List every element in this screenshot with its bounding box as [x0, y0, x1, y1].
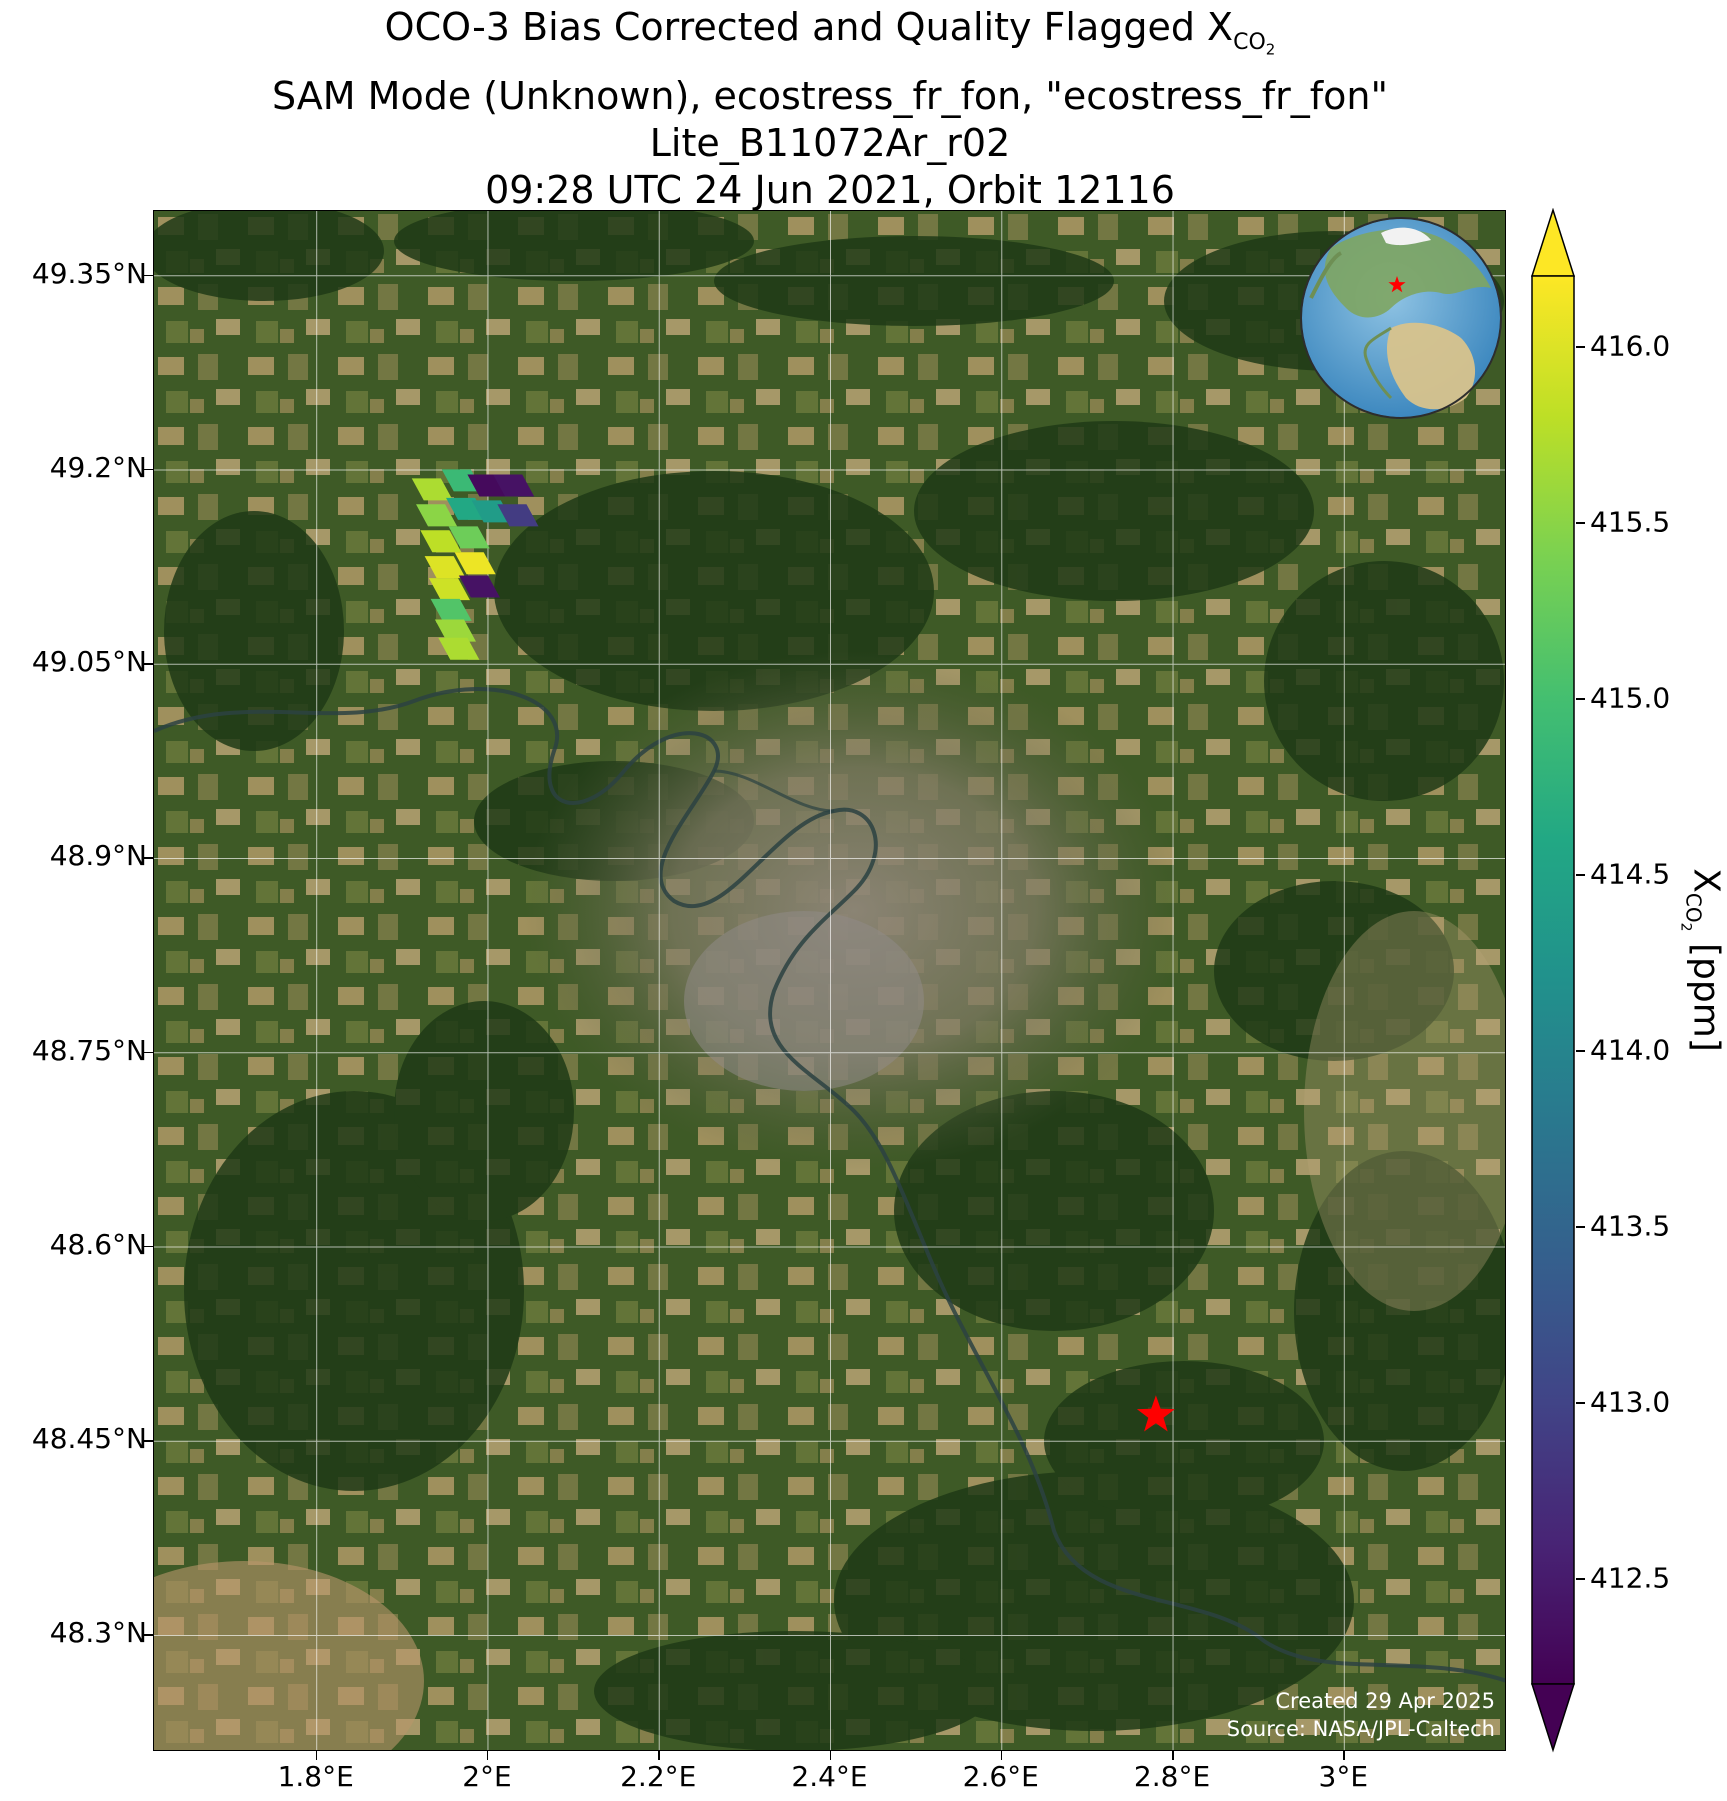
longitude-tick-label: 2°E [462, 1760, 512, 1793]
colorbar-tick-label: 415.0 [1590, 681, 1671, 715]
latitude-tick [144, 1245, 153, 1248]
globe-star-marker [1388, 276, 1406, 293]
colorbar-tick [1576, 1578, 1585, 1580]
longitude-tick [829, 1751, 831, 1760]
longitude-tick-label: 2.6°E [962, 1760, 1039, 1793]
open-fields-east [1304, 911, 1505, 1311]
xco2-sounding[interactable] [424, 556, 466, 579]
latitude-tick [144, 274, 153, 277]
latitude-tick [144, 468, 153, 471]
colorbar-tick-label: 414.5 [1590, 857, 1671, 891]
latitude-tick [144, 857, 153, 859]
longitude-tick [315, 1751, 318, 1760]
latitude-tick-label: 49.2°N [49, 450, 147, 484]
longitude-tick-label: 2.8°E [1133, 1760, 1211, 1793]
map-gridlines [154, 211, 1505, 1750]
xco2-sounding[interactable] [416, 504, 458, 527]
colorbar-tick-label: 415.5 [1590, 505, 1671, 539]
latitude-tick [144, 1634, 153, 1636]
title-line-1: OCO-3 Bias Corrected and Quality Flagged… [384, 5, 1276, 58]
latitude-tick-label: 48.3°N [49, 1616, 147, 1650]
xco2-sounding[interactable] [434, 619, 476, 642]
xco2-sounding[interactable] [420, 530, 462, 553]
xco2-sounding[interactable] [448, 526, 490, 549]
xco2-sounding[interactable] [454, 552, 496, 575]
longitude-tick-label: 3°E [1318, 1760, 1369, 1793]
satellite-basemap [154, 211, 1505, 1750]
chart-title: OCO-3 Bias Corrected and Quality Flagged… [0, 4, 1660, 214]
colorbar-tick-label: 413.5 [1590, 1209, 1671, 1243]
created-date-label: Created 29 Apr 2025 [1275, 1689, 1495, 1713]
longitude-tick [1172, 1751, 1174, 1760]
xco2-sounding[interactable] [493, 474, 535, 497]
colorbar-tick [1576, 1050, 1585, 1052]
xco2-sounding[interactable] [458, 575, 500, 598]
colorbar-tick [1576, 522, 1585, 524]
colorbar-tick [1576, 874, 1585, 876]
title-line-3: Lite_B11072Ar_r02 [649, 120, 1011, 165]
longitude-tick [1000, 1751, 1003, 1760]
xco2-sounding[interactable] [497, 504, 539, 527]
latitude-tick [144, 1051, 153, 1054]
longitude-tick [486, 1751, 489, 1760]
colorbar-tick [1576, 346, 1585, 348]
xco2-sounding[interactable] [438, 637, 480, 660]
title-line-4: 09:28 UTC 24 Jun 2021, Orbit 12116 [485, 167, 1175, 212]
longitude-tick [1343, 1751, 1345, 1760]
colorbar-tick-label: 416.0 [1590, 329, 1671, 363]
colorbar-gradient [1531, 275, 1575, 1685]
target-star-marker[interactable] [1136, 1395, 1175, 1432]
colorbar-tick-label: 413.0 [1590, 1385, 1671, 1419]
open-fields [154, 1561, 424, 1750]
latitude-tick-label: 48.9°N [49, 839, 147, 873]
inset-globe-icon [1300, 217, 1502, 419]
longitude-tick [658, 1751, 660, 1760]
title-line-2: SAM Mode (Unknown), ecostress_fr_fon, "e… [271, 73, 1388, 118]
colorbar-tick [1576, 698, 1585, 700]
colorbar-min-extend [1530, 1683, 1576, 1753]
latitude-tick-label: 48.75°N [31, 1033, 147, 1067]
river-marne [713, 769, 835, 813]
latitude-tick-label: 49.05°N [31, 645, 147, 679]
latitude-tick [144, 1440, 153, 1442]
colorbar-tick [1576, 1402, 1585, 1404]
longitude-tick-label: 2.2°E [620, 1760, 697, 1793]
urban-area [524, 651, 1184, 1171]
latitude-tick-label: 49.35°N [31, 256, 147, 290]
latitude-tick [144, 663, 153, 665]
colorbar-tick-label: 414.0 [1590, 1033, 1671, 1067]
forest-areas [154, 211, 1505, 1750]
colorbar-tick [1576, 1226, 1585, 1228]
target-star-icon[interactable] [1136, 1395, 1175, 1432]
colorbar-tick-label: 412.5 [1590, 1561, 1671, 1595]
map-panel[interactable] [153, 210, 1506, 1751]
city-center [684, 911, 924, 1091]
xco2-soundings [411, 469, 539, 660]
source-credit-label: Source: NASA/JPL-Caltech [1226, 1717, 1495, 1741]
latitude-tick-label: 48.6°N [49, 1227, 147, 1261]
river-seine [154, 687, 1505, 1683]
colorbar-max-extend [1530, 208, 1576, 277]
xco2-sounding[interactable] [430, 598, 472, 621]
colorbar [1530, 208, 1576, 1753]
longitude-tick-label: 2.4°E [791, 1760, 868, 1793]
xco2-sounding[interactable] [428, 578, 470, 601]
colorbar-label: XCO2 [ppm] [1677, 868, 1727, 1052]
xco2-sounding[interactable] [411, 478, 453, 501]
latitude-tick-label: 48.45°N [31, 1422, 147, 1456]
longitude-tick-label: 1.8°E [277, 1760, 354, 1793]
